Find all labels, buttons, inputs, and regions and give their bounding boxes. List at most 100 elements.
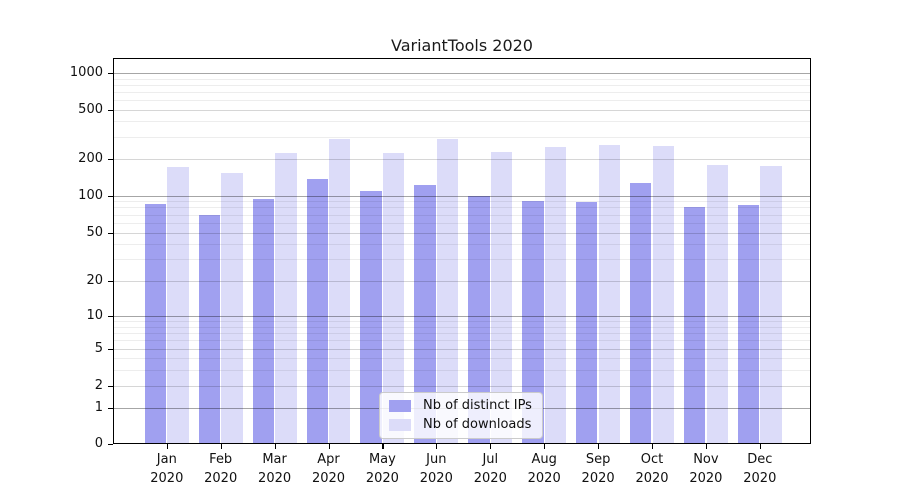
x-tick-label-apr: Apr 2020 [311, 452, 346, 486]
x-tick-label-dec: Dec 2020 [743, 452, 777, 486]
bar-ips-jan [144, 203, 167, 445]
bar-downloads-dec [760, 166, 782, 445]
x-tick-mark [274, 444, 276, 450]
x-tick-label-jan: Jan 2020 [150, 452, 184, 486]
bar-ips-oct [630, 183, 652, 445]
x-tick-label-jul: Jul 2020 [473, 452, 507, 486]
bar-downloads-aug [544, 147, 567, 445]
gridline-60 [114, 222, 810, 224]
bar-ips-mar [252, 199, 274, 445]
x-tick-mark [490, 444, 492, 450]
gridline-4 [114, 358, 810, 359]
gridline-30 [114, 259, 810, 261]
bar-ips-feb [198, 215, 221, 445]
y-tick-label-20: 20 [86, 272, 103, 288]
x-tick-label-may: May 2020 [365, 452, 399, 486]
gridline-90 [114, 201, 810, 203]
x-tick-mark [705, 444, 708, 450]
gridline-20 [114, 280, 810, 282]
gridline-400 [114, 121, 810, 123]
gridline-700 [114, 91, 810, 93]
bar-ips-aug [522, 201, 544, 445]
y-tick-label-500: 500 [78, 101, 103, 117]
gridline-900 [114, 78, 810, 80]
x-tick-label-mar: Mar 2020 [258, 452, 292, 486]
y-tick-label-2: 2 [94, 378, 103, 393]
x-tick-mark [382, 444, 384, 450]
bar-ips-dec [737, 205, 760, 445]
y-tick-mark [108, 408, 113, 410]
y-tick-label-50: 50 [86, 224, 103, 240]
gridline-5 [114, 349, 810, 350]
legend-label: Nb of distinct IPs [423, 398, 532, 413]
y-tick-mark [108, 349, 113, 351]
gridline-300 [114, 136, 810, 138]
gridline-10 [114, 316, 810, 317]
x-tick-label-sep: Sep 2020 [581, 452, 615, 486]
x-tick-mark [220, 444, 222, 450]
x-tick-mark [166, 444, 168, 450]
x-tick-mark [436, 444, 438, 450]
x-tick-mark [759, 444, 761, 450]
gridline-80 [114, 207, 810, 209]
gridline-2 [114, 386, 810, 387]
x-tick-mark [328, 444, 330, 450]
x-tick-mark [598, 444, 600, 450]
legend-item-downloads: Nb of downloads [389, 417, 532, 432]
x-tick-label-aug: Aug 2020 [527, 452, 561, 486]
y-tick-mark [108, 444, 113, 446]
y-tick-label-5: 5 [94, 341, 103, 356]
y-tick-label-200: 200 [78, 150, 103, 166]
bar-downloads-nov [706, 164, 728, 445]
gridline-70 [114, 214, 810, 216]
y-tick-label-1000: 1000 [69, 65, 103, 80]
bar-downloads-may [383, 153, 405, 445]
y-tick-mark [108, 158, 113, 160]
x-tick-mark [544, 444, 546, 450]
bar-downloads-mar [275, 152, 297, 445]
gridline-40 [114, 244, 810, 246]
gridline-600 [114, 99, 810, 101]
y-tick-label-10: 10 [86, 308, 103, 323]
y-tick-label-100: 100 [78, 187, 103, 203]
gridline-9 [114, 321, 810, 322]
bar-ips-jul [468, 196, 490, 445]
bar-ips-nov [683, 207, 706, 445]
gridline-7 [114, 333, 810, 334]
x-tick-label-nov: Nov 2020 [689, 452, 723, 486]
x-tick-label-jun: Jun 2020 [419, 452, 453, 486]
bar-ips-jun [414, 184, 436, 445]
x-tick-label-feb: Feb 2020 [204, 452, 238, 486]
legend-swatch-distinct-ips [389, 399, 411, 412]
y-tick-mark [108, 195, 113, 197]
gridline-50 [114, 232, 810, 234]
gridline-500 [114, 109, 810, 111]
y-tick-mark [108, 109, 113, 111]
gridline-200 [114, 158, 810, 160]
legend: Nb of distinct IPs Nb of downloads [379, 392, 543, 439]
bar-ips-apr [306, 178, 328, 445]
bar-downloads-oct [652, 145, 674, 445]
bar-downloads-sep [598, 145, 621, 445]
gridline-100 [114, 195, 810, 197]
y-tick-mark [108, 73, 113, 75]
y-tick-mark [108, 386, 113, 388]
bar-downloads-jan [167, 167, 189, 445]
y-tick-label-0: 0 [94, 436, 103, 452]
bar-downloads-feb [221, 173, 243, 445]
bar-ips-sep [576, 201, 598, 445]
bar-downloads-jun [436, 139, 459, 445]
y-tick-label-1: 1 [94, 400, 103, 415]
y-tick-mark [108, 232, 113, 234]
y-tick-mark [108, 280, 113, 282]
bar-downloads-jul [490, 152, 513, 445]
bar-ips-may [360, 191, 382, 445]
y-tick-mark [108, 316, 113, 318]
gridline-3 [114, 369, 810, 371]
legend-swatch-downloads [389, 418, 411, 431]
gridline-8 [114, 326, 810, 328]
